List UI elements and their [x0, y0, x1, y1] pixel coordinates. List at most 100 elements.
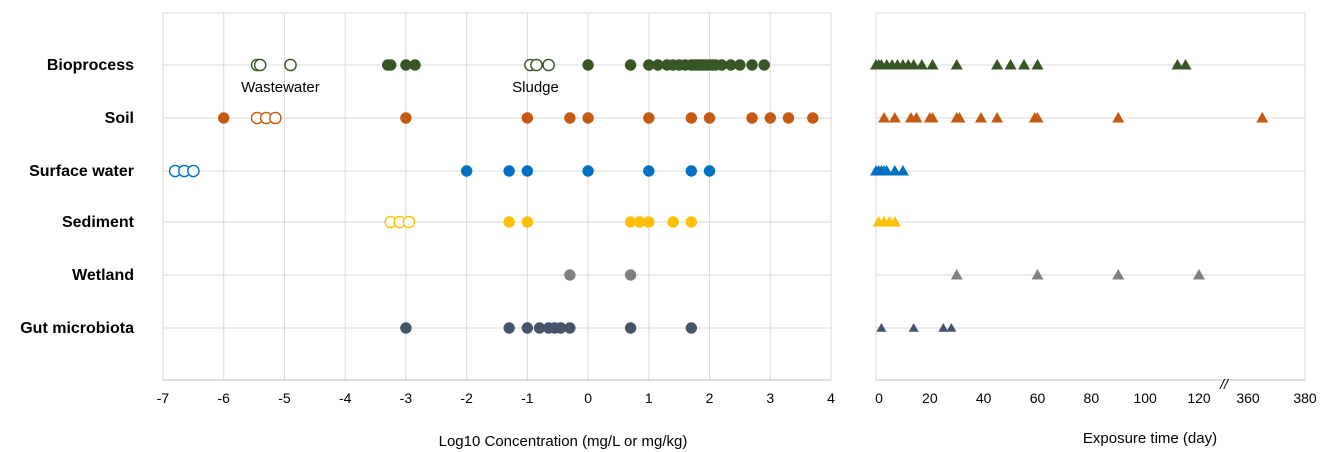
triangle-gut-microbiota [908, 323, 919, 332]
category-labels: Bioprocess Soil Surface water Sediment Wetla… [20, 57, 134, 337]
point-gut-microbiota [521, 322, 534, 334]
x-tick-label: -2 [460, 390, 473, 406]
triangle-wetland [950, 269, 963, 280]
x-tick-label: 4 [827, 390, 835, 406]
triangle-soil [953, 112, 966, 123]
point-soil [643, 112, 655, 124]
point-sediment-open [402, 215, 416, 229]
point-soil [807, 112, 819, 124]
triangle-gut-microbiota [876, 323, 887, 332]
x-tick-label: 120 [1187, 390, 1211, 406]
x-tick-label: -1 [521, 390, 534, 406]
triangle-soil [1031, 112, 1044, 123]
point-soil [564, 112, 576, 124]
point-bioprocess [746, 59, 758, 71]
point-soil [782, 112, 795, 124]
point-gut-microbiota [400, 322, 412, 334]
point-bioprocess [409, 59, 421, 71]
triangle-soil [910, 112, 923, 123]
x-tick-label: 80 [1084, 390, 1100, 406]
triangle-bioprocess [915, 59, 928, 70]
point-sediment [685, 216, 698, 228]
x-tick-label: -6 [218, 390, 231, 406]
point-gut-microbiota [564, 322, 576, 334]
category-label-soil: Soil [105, 110, 134, 127]
triangle-bioprocess [1179, 59, 1192, 70]
triangle-bioprocess [907, 59, 920, 70]
category-label-sediment: Sediment [62, 214, 135, 231]
point-soil [521, 112, 534, 124]
annotation-sludge: Sludge [512, 79, 559, 96]
point-surface-water [643, 165, 655, 177]
point-surface-water-open [187, 164, 200, 178]
point-soil [400, 112, 412, 124]
triangle-bioprocess [926, 59, 939, 70]
point-bioprocess [624, 59, 637, 71]
x-tick-label: 0 [875, 390, 883, 406]
x-tick-label: -7 [157, 390, 170, 406]
category-label-bioprocess: Bioprocess [47, 57, 134, 74]
triangle-wetland [1193, 269, 1205, 280]
point-soil [582, 112, 594, 124]
point-bioprocess [758, 59, 770, 71]
triangle-surface-water [880, 165, 893, 176]
triangle-bioprocess [1004, 59, 1017, 70]
annotation-wastewater: Wastewater [241, 79, 320, 96]
triangle-soil [974, 112, 987, 123]
point-surface-water [582, 165, 594, 177]
triangle-gut-microbiota [938, 323, 949, 332]
x-tick-label: -4 [339, 390, 352, 406]
point-surface-water [460, 165, 473, 177]
point-gut-microbiota [503, 322, 515, 334]
triangle-wetland [1031, 269, 1044, 280]
point-surface-water [521, 165, 534, 177]
point-bioprocess-open [530, 58, 543, 72]
x-tick-label: -5 [278, 390, 291, 406]
triangle-surface-water [888, 165, 901, 176]
point-sediment [643, 216, 655, 228]
triangle-soil [1112, 112, 1125, 123]
triangle-gut-microbiota [946, 323, 957, 332]
point-sediment [503, 216, 515, 228]
point-gut-microbiota [685, 322, 698, 334]
triangle-wetland [1112, 269, 1125, 280]
point-surface-water [703, 165, 716, 177]
x-tick-label: 100 [1133, 390, 1157, 406]
x-tick-label: 3 [766, 390, 774, 406]
triangle-bioprocess [991, 59, 1004, 70]
axis-break-mark: // [1219, 376, 1230, 392]
triangle-soil [926, 112, 939, 123]
point-bioprocess [385, 59, 397, 71]
exposure-time-panel: 0 20 40 60 80 100 120 360 380 // [870, 12, 1317, 406]
triangle-soil [878, 112, 891, 123]
point-bioprocess [734, 59, 746, 71]
category-label-surface-water: Surface water [29, 163, 134, 180]
x-tick-label: 0 [584, 390, 592, 406]
triangle-bioprocess [1018, 59, 1031, 70]
point-bioprocess-open [253, 58, 267, 72]
point-surface-water [503, 165, 515, 177]
x-axis-title-concentration: Log10 Concentration (mg/L or mg/kg) [439, 433, 688, 450]
concentration-panel: -7 -6 -5 -4 -3 -2 -1 0 1 2 3 4 Wastewater Sludge [157, 12, 835, 406]
triangle-sediment [888, 216, 901, 227]
x-tick-label: 360 [1236, 390, 1260, 406]
triangle-bioprocess [950, 59, 963, 70]
x-tick-label: 380 [1293, 390, 1317, 406]
x-axis-title-exposure: Exposure time (day) [1083, 430, 1217, 447]
point-wetland [564, 269, 576, 281]
triangle-bioprocess [1171, 59, 1184, 70]
point-soil [218, 112, 230, 124]
point-soil [703, 112, 716, 124]
x-tick-label: -3 [400, 390, 413, 406]
triangle-soil [888, 112, 901, 123]
triangle-soil [991, 112, 1004, 123]
point-soil [685, 112, 698, 124]
point-bioprocess-open [284, 58, 297, 72]
x-tick-label: 1 [645, 390, 653, 406]
point-wetland [624, 269, 637, 281]
point-bioprocess [582, 59, 594, 71]
point-soil [746, 112, 758, 124]
x-tick-label: 40 [976, 390, 992, 406]
x-tick-label: 2 [706, 390, 714, 406]
